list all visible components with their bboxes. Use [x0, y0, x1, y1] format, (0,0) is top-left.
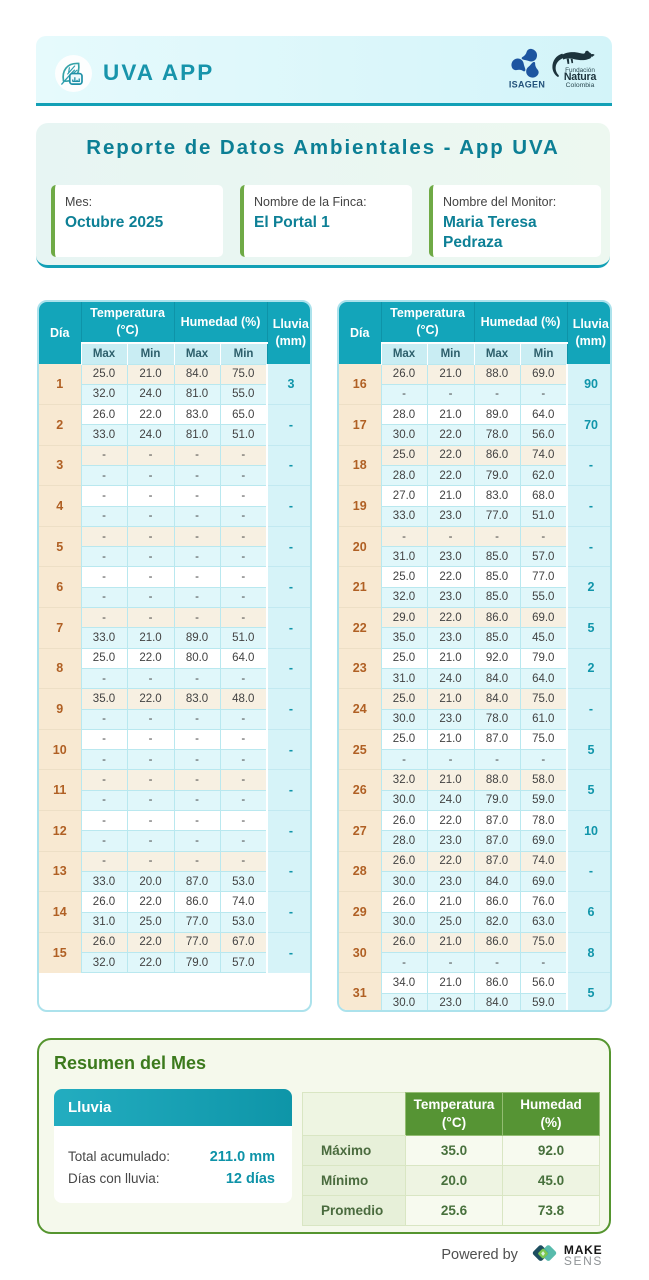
- svg-text:Fundación: Fundación: [565, 66, 595, 73]
- svg-text:Colombia: Colombia: [566, 82, 595, 89]
- svg-text:Natura: Natura: [564, 71, 597, 83]
- svg-text:ISAGEN: ISAGEN: [509, 80, 545, 90]
